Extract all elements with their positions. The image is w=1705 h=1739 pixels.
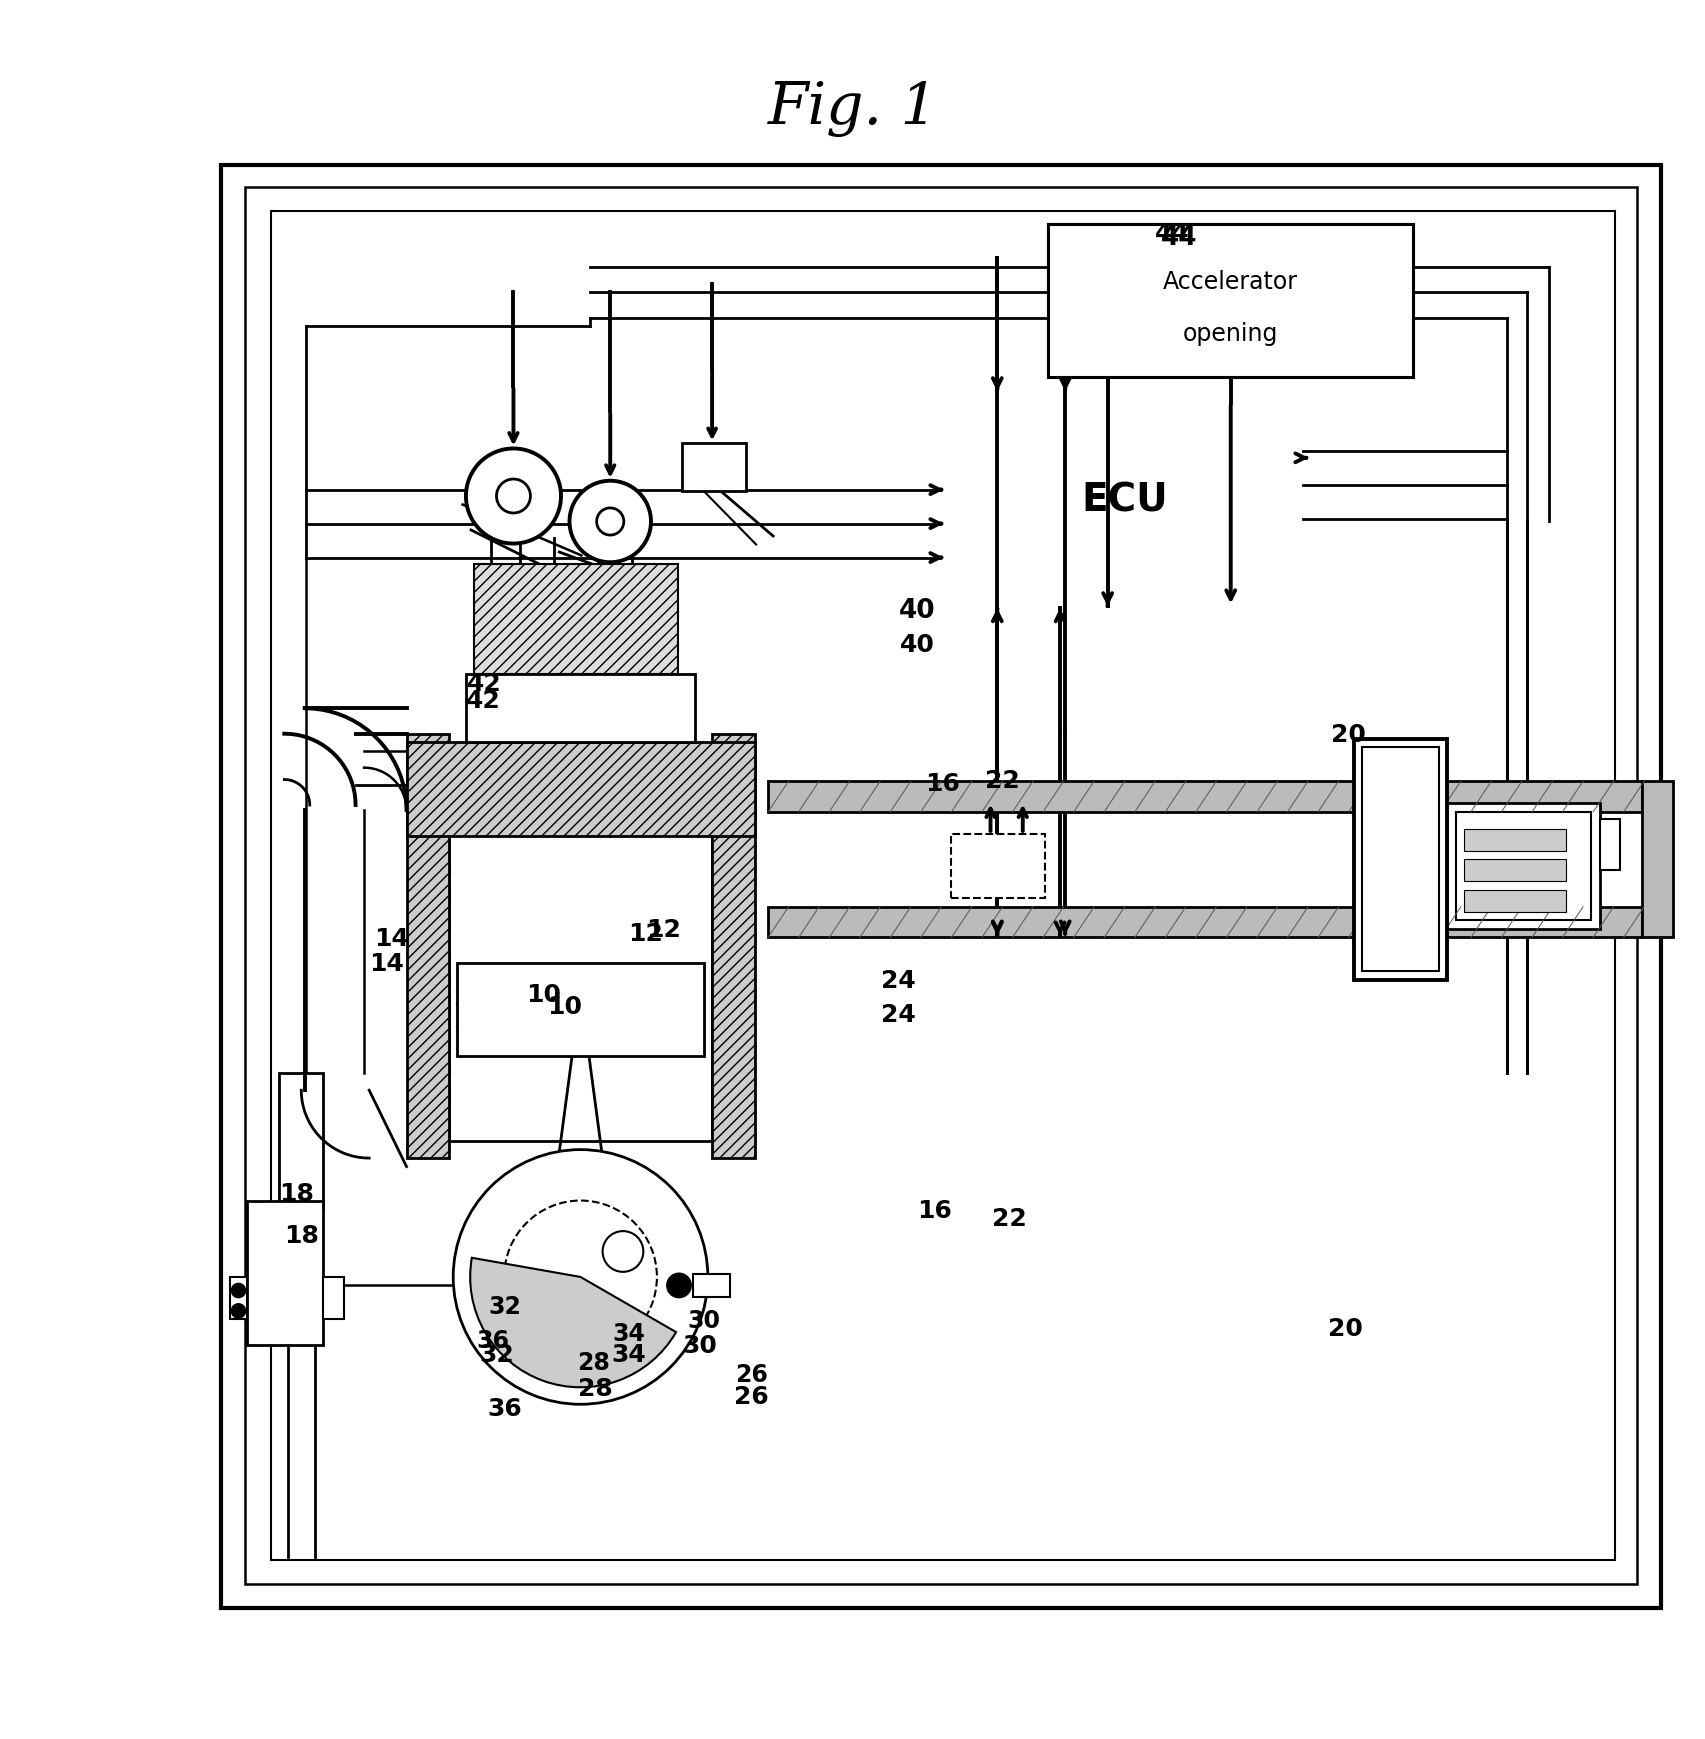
Text: 20: 20 — [1326, 1318, 1362, 1341]
Circle shape — [232, 1304, 246, 1318]
Circle shape — [505, 1200, 656, 1353]
Text: 42: 42 — [467, 673, 501, 696]
Text: 26: 26 — [735, 1363, 767, 1388]
Bar — [280, 1073, 324, 1209]
Bar — [680, 443, 745, 490]
Text: opening: opening — [1182, 322, 1277, 346]
Text: 10: 10 — [547, 995, 581, 1019]
Bar — [406, 743, 754, 835]
Bar — [1047, 224, 1412, 377]
Text: Accelerator: Accelerator — [1163, 271, 1298, 294]
Text: 18: 18 — [283, 1224, 319, 1249]
Bar — [776, 814, 1229, 843]
Circle shape — [465, 449, 561, 544]
Bar — [776, 833, 801, 906]
Text: 44: 44 — [1154, 223, 1188, 247]
Text: 36: 36 — [476, 1329, 510, 1353]
Bar — [247, 1200, 324, 1344]
Text: 22: 22 — [984, 769, 1020, 793]
Text: 12: 12 — [646, 918, 680, 943]
Circle shape — [569, 480, 651, 562]
Bar — [1599, 819, 1620, 870]
Text: Fig. 1: Fig. 1 — [767, 80, 938, 137]
Bar — [465, 675, 694, 743]
Text: 22: 22 — [991, 1207, 1026, 1231]
Bar — [1446, 803, 1599, 929]
Bar — [711, 734, 754, 1158]
Bar — [1454, 812, 1591, 920]
Bar — [776, 807, 1200, 843]
Circle shape — [667, 1273, 691, 1297]
Text: 44: 44 — [1159, 224, 1197, 250]
Circle shape — [602, 1231, 643, 1271]
Bar — [776, 887, 1200, 908]
Circle shape — [232, 1283, 246, 1297]
Bar — [951, 833, 1043, 899]
Text: 24: 24 — [881, 1003, 916, 1028]
Bar — [793, 843, 1229, 894]
Text: 34: 34 — [612, 1322, 644, 1346]
Text: 26: 26 — [733, 1386, 767, 1409]
Text: 14: 14 — [373, 927, 409, 951]
Text: 30: 30 — [687, 1309, 720, 1332]
Bar — [406, 734, 448, 1158]
Wedge shape — [471, 1257, 675, 1388]
Bar — [1463, 859, 1565, 882]
Text: 34: 34 — [610, 1343, 646, 1367]
Text: 40: 40 — [900, 633, 934, 657]
Text: 14: 14 — [368, 953, 404, 976]
Text: 40: 40 — [899, 598, 936, 624]
Text: 42: 42 — [465, 689, 500, 713]
Text: 32: 32 — [479, 1343, 513, 1367]
Bar — [448, 819, 711, 1141]
Text: 30: 30 — [682, 1334, 718, 1358]
Bar — [1463, 890, 1565, 911]
Text: 28: 28 — [578, 1377, 612, 1402]
Bar — [1354, 739, 1446, 979]
Bar — [457, 963, 702, 1056]
Bar — [1463, 830, 1565, 850]
Text: 10: 10 — [527, 983, 561, 1007]
Bar — [271, 210, 1615, 1560]
Text: 32: 32 — [488, 1296, 522, 1320]
Text: 24: 24 — [881, 969, 916, 993]
Bar — [776, 894, 1229, 923]
Bar — [1642, 781, 1673, 937]
Circle shape — [454, 1149, 708, 1405]
Text: 20: 20 — [1330, 723, 1366, 748]
Text: 12: 12 — [627, 922, 663, 946]
Bar — [767, 812, 1642, 906]
Bar — [1362, 748, 1437, 972]
Bar — [767, 781, 1642, 812]
Bar — [474, 563, 679, 675]
Text: 18: 18 — [278, 1181, 314, 1205]
Bar — [324, 1276, 343, 1320]
Text: 16: 16 — [926, 772, 960, 796]
Bar — [230, 1276, 247, 1320]
Text: 16: 16 — [917, 1198, 951, 1223]
Bar — [1047, 224, 1412, 377]
Text: 36: 36 — [488, 1396, 522, 1421]
Bar — [246, 188, 1637, 1584]
Circle shape — [597, 508, 624, 536]
Bar — [767, 906, 1642, 937]
Bar — [692, 1273, 730, 1297]
Text: 28: 28 — [576, 1351, 609, 1376]
Text: ECU: ECU — [1081, 482, 1168, 520]
Circle shape — [496, 478, 530, 513]
Bar — [222, 165, 1661, 1609]
